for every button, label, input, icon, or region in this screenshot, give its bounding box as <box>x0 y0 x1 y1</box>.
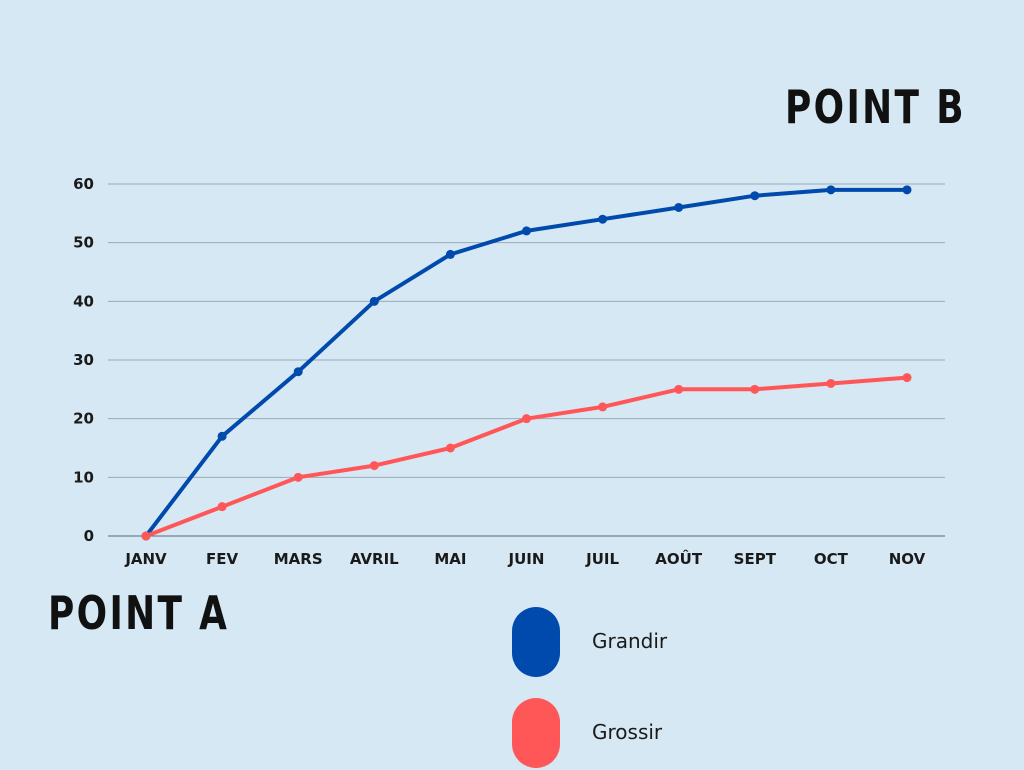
line-chart: 0 10 20 30 40 50 60 JANV FEV MARS AVRIL MAI JUIN JUI… <box>73 175 945 568</box>
x-tick-label: OCT <box>814 550 849 568</box>
data-point-grandir <box>902 185 912 195</box>
series-lines <box>144 187 909 538</box>
data-point-grossir <box>826 378 836 388</box>
data-point-grossir <box>674 384 684 394</box>
data-point-grandir <box>750 191 760 201</box>
x-tick-label: SEPT <box>734 550 777 568</box>
x-tick-label: JANV <box>124 550 167 568</box>
x-tick-label: NOV <box>889 550 926 568</box>
data-point-grossir <box>522 414 531 424</box>
grid-lines <box>108 183 945 537</box>
data-point-grandir <box>217 431 227 441</box>
x-tick-label: MARS <box>274 550 323 568</box>
legend-label-grossir: Grossir <box>592 720 663 744</box>
data-point-grandir <box>826 185 836 195</box>
point-a-label: POINT A <box>48 586 230 640</box>
data-point-grossir <box>750 384 760 394</box>
x-tick-label: MAI <box>434 550 466 568</box>
data-point-grandir <box>445 249 455 259</box>
series-line-grandir <box>144 187 909 538</box>
data-point-grossir <box>141 531 151 541</box>
data-point-grandir <box>598 214 608 224</box>
y-tick-label: 20 <box>73 410 94 428</box>
data-point-grandir <box>522 226 531 236</box>
y-tick-label: 40 <box>73 292 94 310</box>
y-tick-label: 0 <box>84 527 94 545</box>
series-line-grossir <box>144 375 909 538</box>
data-point-grossir <box>369 461 379 471</box>
data-point-grossir <box>293 472 303 482</box>
data-point-grandir <box>369 296 379 306</box>
y-tick-label: 60 <box>73 175 94 193</box>
legend-label-grandir: Grandir <box>592 629 668 653</box>
data-point-grossir <box>598 402 608 412</box>
x-tick-label: FEV <box>206 550 238 568</box>
legend-item-grossir: Grossir <box>512 698 912 770</box>
legend-swatch-grandir <box>512 607 560 677</box>
x-tick-label: AVRIL <box>350 550 399 568</box>
y-axis-ticks: 0 10 20 30 40 50 60 <box>73 175 94 545</box>
series-points <box>141 185 912 541</box>
y-tick-label: 10 <box>73 468 94 486</box>
data-point-grossir <box>902 373 912 383</box>
data-point-grandir <box>293 367 303 377</box>
x-tick-label: JUIL <box>585 550 619 568</box>
x-tick-label: AOÛT <box>655 549 703 568</box>
data-point-grossir <box>217 502 227 512</box>
data-point-grandir <box>674 202 684 212</box>
legend-swatch-grossir <box>512 698 560 768</box>
y-tick-label: 30 <box>73 351 94 369</box>
y-tick-label: 50 <box>73 234 94 252</box>
data-point-grossir <box>445 443 455 453</box>
x-axis-ticks: JANV FEV MARS AVRIL MAI JUIN JUIL AOÛT SEPT OCT NO… <box>124 549 925 568</box>
point-b-label: POINT B <box>785 80 966 134</box>
x-tick-label: JUIN <box>508 550 545 568</box>
legend-item-grandir: Grandir <box>512 607 912 679</box>
